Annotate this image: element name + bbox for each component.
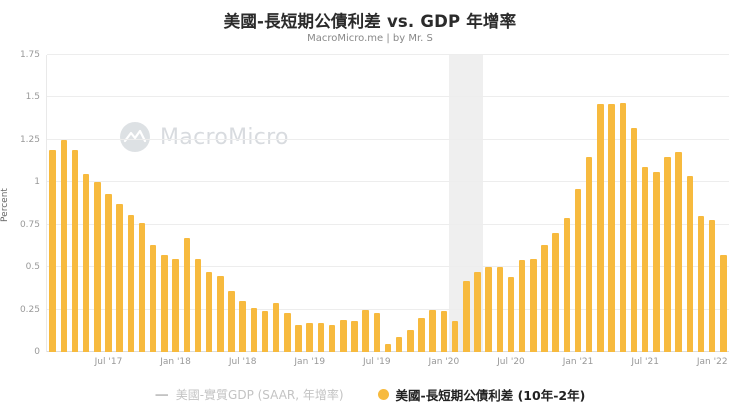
bar[interactable] bbox=[496, 267, 504, 352]
bar[interactable] bbox=[485, 267, 492, 352]
legend-item-spread[interactable]: 美國-長短期公債利差 (10年-2年) bbox=[377, 385, 586, 404]
bar[interactable] bbox=[463, 280, 470, 352]
bar[interactable] bbox=[217, 275, 224, 352]
legend: — 美國-實質GDP (SAAR, 年增率) 美國-長短期公債利差 (10年-2… bbox=[0, 385, 740, 404]
y-axis-tick-label: 0 bbox=[34, 347, 40, 357]
gridline bbox=[47, 54, 729, 55]
bar[interactable] bbox=[373, 312, 381, 352]
x-axis-tick-label: Jan '21 bbox=[562, 357, 594, 367]
bar[interactable] bbox=[664, 156, 671, 352]
bar[interactable] bbox=[653, 172, 660, 352]
bar[interactable] bbox=[608, 104, 615, 352]
bar[interactable] bbox=[306, 323, 313, 352]
gridline bbox=[47, 223, 729, 225]
bar[interactable] bbox=[205, 272, 213, 352]
bar[interactable] bbox=[328, 324, 336, 352]
bar[interactable] bbox=[708, 219, 716, 352]
y-axis-tick-label: 1.75 bbox=[19, 50, 40, 60]
bar[interactable] bbox=[49, 150, 56, 352]
bar[interactable] bbox=[284, 312, 291, 352]
x-axis-tick-label: Jul '19 bbox=[362, 357, 391, 367]
bar[interactable] bbox=[451, 321, 459, 352]
watermark-text: MacroMicro bbox=[160, 124, 289, 150]
bar[interactable] bbox=[317, 323, 325, 352]
bar[interactable] bbox=[116, 204, 123, 352]
bar[interactable] bbox=[340, 319, 347, 352]
bar[interactable] bbox=[697, 216, 705, 352]
bar[interactable] bbox=[720, 255, 727, 352]
y-axis-tick-label: 0.25 bbox=[19, 304, 40, 315]
bar[interactable] bbox=[552, 233, 559, 352]
bar[interactable] bbox=[94, 182, 101, 352]
bar[interactable] bbox=[272, 302, 280, 352]
y-axis-tick-label: 0.5 bbox=[25, 262, 40, 273]
x-axis-tick-label: Jan '20 bbox=[428, 357, 460, 367]
x-axis-tick-label: Jul '18 bbox=[228, 357, 257, 367]
y-axis-tick-label: 0.75 bbox=[19, 219, 40, 230]
legend-label-gdp: 美國-實質GDP (SAAR, 年增率) bbox=[175, 388, 344, 402]
x-axis-tick-label: Jul '21 bbox=[631, 357, 659, 367]
bar[interactable] bbox=[105, 194, 112, 352]
bar[interactable] bbox=[675, 151, 682, 352]
bar[interactable] bbox=[172, 258, 179, 352]
bar[interactable] bbox=[429, 309, 436, 352]
x-axis-tick-label: Jan '19 bbox=[294, 357, 326, 367]
bar[interactable] bbox=[295, 324, 302, 352]
bar[interactable] bbox=[384, 343, 392, 352]
bar[interactable] bbox=[82, 173, 90, 352]
x-axis-tick-label: Jan '18 bbox=[160, 357, 191, 367]
bar[interactable] bbox=[619, 102, 627, 352]
bar[interactable] bbox=[597, 104, 604, 352]
bar[interactable] bbox=[183, 238, 190, 352]
x-axis-tick-label: Jul '17 bbox=[94, 357, 123, 367]
bar[interactable] bbox=[586, 156, 593, 352]
y-axis-tick-label: 1.25 bbox=[19, 134, 40, 145]
bar[interactable] bbox=[149, 245, 157, 352]
bar[interactable] bbox=[138, 223, 146, 352]
gridline bbox=[47, 181, 729, 183]
legend-label-spread: 美國-長短期公債利差 (10年-2年) bbox=[395, 388, 586, 403]
bar[interactable] bbox=[228, 290, 235, 352]
bar[interactable] bbox=[507, 277, 515, 352]
dot-marker-icon bbox=[377, 389, 389, 400]
bar[interactable] bbox=[407, 329, 414, 352]
bar[interactable] bbox=[239, 301, 246, 352]
y-axis-tick-label: 1 bbox=[34, 177, 40, 188]
bar[interactable] bbox=[474, 272, 481, 352]
bar[interactable] bbox=[630, 127, 638, 352]
plot-area: MacroMicro 0 0.25 0.5 0.75 1 1.25 1.5 1.75 Jul '… bbox=[20, 50, 729, 367]
macromicro-logo-icon bbox=[119, 121, 151, 153]
y-axis-tick-label: 1.5 bbox=[25, 92, 40, 103]
watermark: MacroMicro bbox=[119, 121, 289, 153]
bar[interactable] bbox=[574, 189, 582, 352]
x-axis-tick-label: Jul '20 bbox=[497, 357, 525, 367]
bar[interactable] bbox=[194, 258, 202, 352]
legend-item-gdp[interactable]: — 美國-實質GDP (SAAR, 年增率) bbox=[155, 386, 344, 403]
bar[interactable] bbox=[518, 260, 526, 352]
chart-subtitle: MacroMicro.me | by Mr. S bbox=[307, 33, 433, 44]
bar[interactable] bbox=[563, 217, 571, 352]
bar[interactable] bbox=[440, 311, 448, 352]
bar[interactable] bbox=[351, 321, 358, 352]
bar[interactable] bbox=[530, 258, 537, 352]
bar[interactable] bbox=[686, 175, 694, 352]
bar[interactable] bbox=[541, 245, 548, 352]
bar[interactable] bbox=[161, 255, 168, 352]
bar[interactable] bbox=[362, 309, 369, 352]
x-axis-tick-label: Jan '22 bbox=[696, 357, 728, 367]
bar[interactable] bbox=[641, 167, 649, 352]
gridline bbox=[47, 96, 729, 98]
bar[interactable] bbox=[418, 318, 425, 352]
bar[interactable] bbox=[71, 150, 79, 352]
bar[interactable] bbox=[250, 307, 258, 352]
chart-title: 美國-長短期公債利差 vs. GDP 年增率 bbox=[223, 12, 517, 31]
gridline bbox=[47, 138, 729, 140]
y-axis-label: Percent bbox=[0, 188, 10, 222]
bar[interactable] bbox=[127, 214, 135, 352]
line-marker-icon: — bbox=[154, 386, 169, 403]
bar[interactable] bbox=[395, 336, 403, 352]
bar[interactable] bbox=[60, 139, 67, 352]
bar[interactable] bbox=[261, 311, 269, 352]
